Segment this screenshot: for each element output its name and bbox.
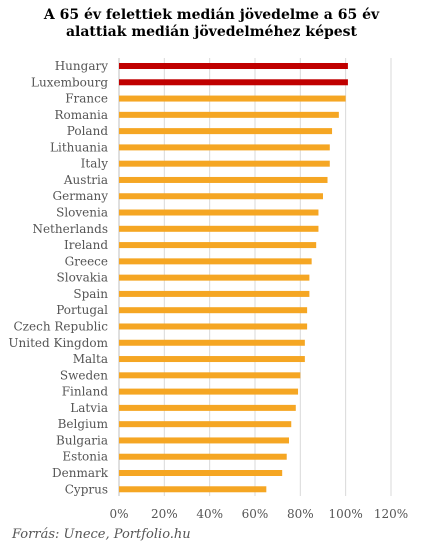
bar [119,437,289,444]
category-label: France [65,92,108,106]
category-label: Bulgaria [56,433,108,447]
category-label: Austria [63,173,108,187]
chart-title-line2: alattiak medián jövedelméhez képest [65,24,358,40]
bar [119,470,283,476]
x-tick-label: 0% [109,507,128,521]
bar [119,144,330,151]
bar [119,160,330,167]
category-label: Spain [73,287,108,301]
x-tick-label: 80% [287,507,314,521]
category-label: Sweden [60,368,108,382]
category-label: Portugal [56,303,108,317]
bar [119,193,323,200]
x-tick-label: 120% [374,507,408,521]
category-label: Estonia [62,450,108,464]
bar [119,258,312,265]
category-label: Hungary [55,59,108,73]
bar [119,404,296,411]
bar [119,95,346,102]
bar [119,356,305,363]
category-label: Greece [65,254,108,268]
x-tick-label: 40% [196,507,223,521]
category-label: Ireland [64,238,108,252]
category-label: Finland [62,385,109,399]
bar [119,225,319,232]
category-label: United Kingdom [8,336,108,350]
bar [119,339,305,346]
bar [119,209,319,216]
bar [119,307,308,314]
bar [119,63,348,69]
source-note: Forrás: Unece, Portfolio.hu [12,527,191,542]
category-label: Italy [81,157,109,171]
category-label: Belgium [58,417,109,431]
x-tick-label: 60% [242,507,269,521]
category-label: Poland [67,124,109,138]
bar [119,274,310,281]
chart-title: A 65 év felettiek medián jövedelme a 65 … [0,7,423,41]
x-tick-label: 20% [151,507,178,521]
bar [119,486,267,493]
category-label: Malta [73,352,108,366]
bar [119,111,339,118]
bar [119,176,328,183]
category-label: Latvia [70,401,108,415]
chart-title-line1: A 65 év felettiek medián jövedelme a 65 … [43,7,380,23]
bar [119,323,308,330]
bar [119,453,287,460]
category-label: Czech Republic [14,319,109,333]
category-label: Denmark [52,466,109,480]
category-label: Germany [53,189,109,203]
bar [119,242,317,249]
bar [119,388,299,395]
category-label: Cyprus [65,482,108,496]
bar [119,128,333,135]
category-label: Netherlands [32,222,108,236]
category-label: Slovakia [57,271,108,285]
bar [119,421,292,428]
category-label: Luxembourg [31,75,108,89]
bar [119,372,301,379]
category-label: Slovenia [56,206,108,220]
category-label: Romania [54,108,108,122]
category-label: Lithuania [50,140,108,154]
bar [119,290,310,297]
bar [119,79,348,86]
x-tick-label: 100% [328,507,362,521]
